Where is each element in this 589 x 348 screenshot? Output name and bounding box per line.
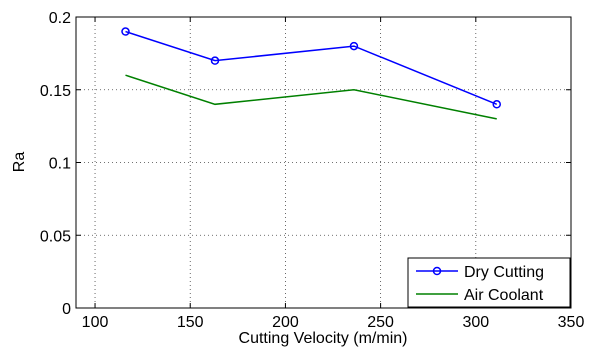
y-tick-label: 0.1 bbox=[49, 156, 71, 173]
legend-box bbox=[407, 257, 571, 308]
x-tick-label: 250 bbox=[367, 314, 394, 331]
data-point-dry-cutting bbox=[492, 100, 501, 109]
y-axis-label: Ra bbox=[11, 152, 28, 173]
series-line-dry-cutting bbox=[125, 30, 498, 105]
data-point-dry-cutting bbox=[210, 56, 220, 65]
series-layer bbox=[121, 27, 501, 120]
legend-label-dry-cutting: Dry Cutting bbox=[464, 264, 544, 281]
x-tick-label: 350 bbox=[558, 314, 585, 331]
y-tick-label: 0 bbox=[62, 301, 71, 318]
x-tick-label: 300 bbox=[462, 314, 489, 331]
tick-labels: 100 150 200 250 300 350 0 0.05 0.1 0.15 0.2 bbox=[40, 10, 585, 331]
y-tick-label: 0.05 bbox=[40, 228, 71, 245]
x-tick-label: 200 bbox=[272, 314, 299, 331]
legend: Dry Cutting Air Coolant bbox=[407, 257, 571, 308]
legend-marker-dry-cutting bbox=[432, 266, 442, 276]
y-tick-label: 0.15 bbox=[40, 83, 71, 100]
x-tick-label: 150 bbox=[177, 314, 204, 331]
data-point-dry-cutting bbox=[349, 41, 359, 51]
series-line-air-coolant bbox=[125, 74, 497, 120]
x-tick-label: 100 bbox=[82, 314, 109, 331]
legend-label-air-coolant: Air Coolant bbox=[464, 287, 544, 304]
data-point-dry-cutting bbox=[121, 27, 130, 36]
y-tick-label: 0.2 bbox=[49, 10, 71, 27]
x-axis-label: Cutting Velocity (m/min) bbox=[239, 330, 408, 347]
